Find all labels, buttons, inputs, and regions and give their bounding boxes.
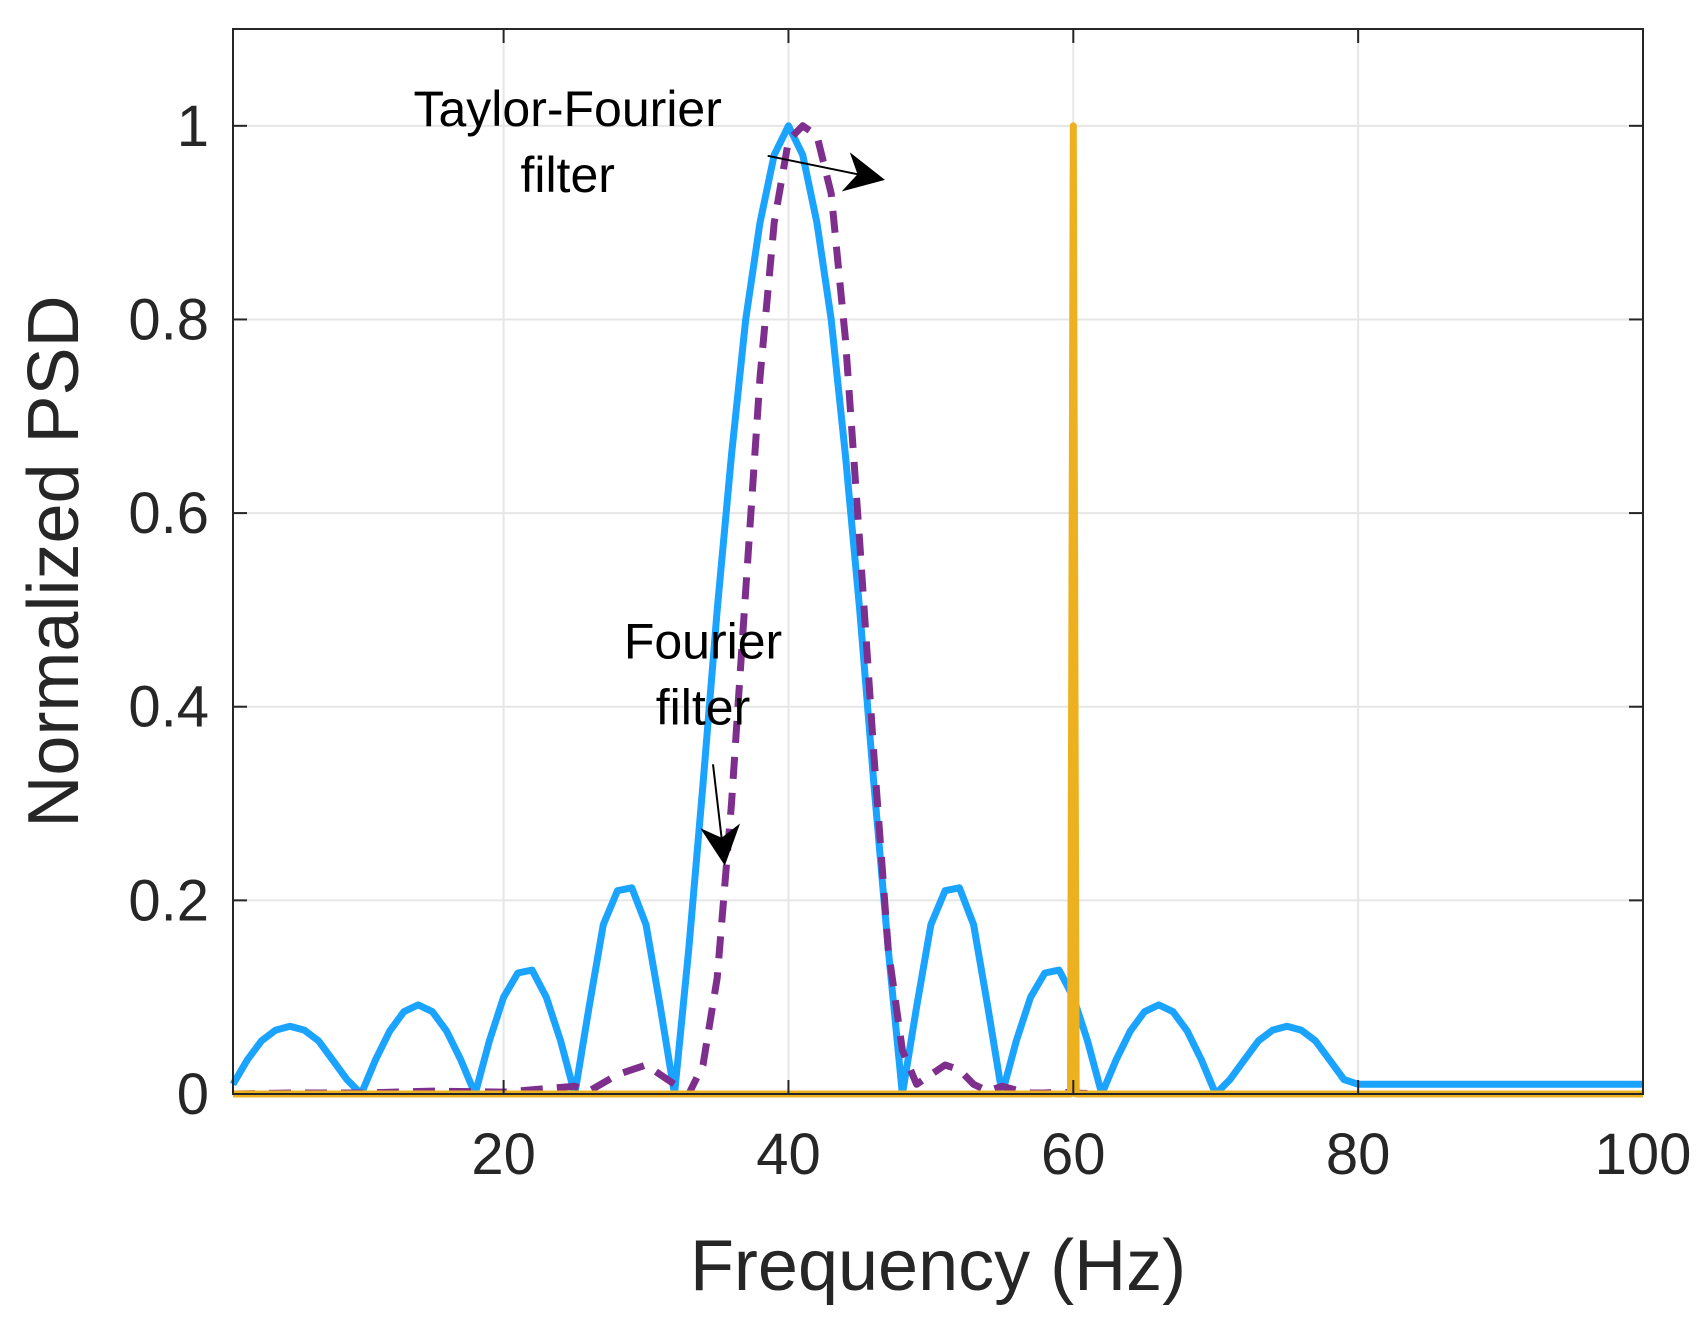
y-tick-label: 0.2 [128,868,209,933]
annotation-text: filter [520,147,614,203]
y-tick-label: 0.6 [128,481,209,546]
annotation-text: filter [656,679,750,735]
y-tick-label: 1 [177,94,209,159]
y-axis-label: Normalized PSD [14,295,94,827]
y-tick-label: 0.8 [128,287,209,352]
annotation-text: Fourier [624,613,782,669]
x-tick-label: 100 [1595,1122,1692,1187]
x-tick-label: 40 [756,1122,821,1187]
x-axis-label: Frequency (Hz) [690,1226,1186,1306]
series-line-fourier-filter [229,122,1643,1098]
annotations: Taylor-Fourier filter Fourier filter [413,81,885,866]
annotation-arrow [700,764,741,866]
annotation-arrow [767,152,885,192]
ticks: 20 40 60 80 100 0 0.2 0.4 0.6 0.8 1 [128,29,1691,1187]
x-tick-label: 20 [471,1122,536,1187]
x-tick-label: 60 [1041,1122,1106,1187]
y-tick-label: 0.4 [128,675,209,740]
annotation-text: Taylor-Fourier [413,81,721,137]
x-tick-label: 80 [1326,1122,1391,1187]
axes-box [232,28,1644,1095]
y-tick-label: 0 [177,1062,209,1127]
